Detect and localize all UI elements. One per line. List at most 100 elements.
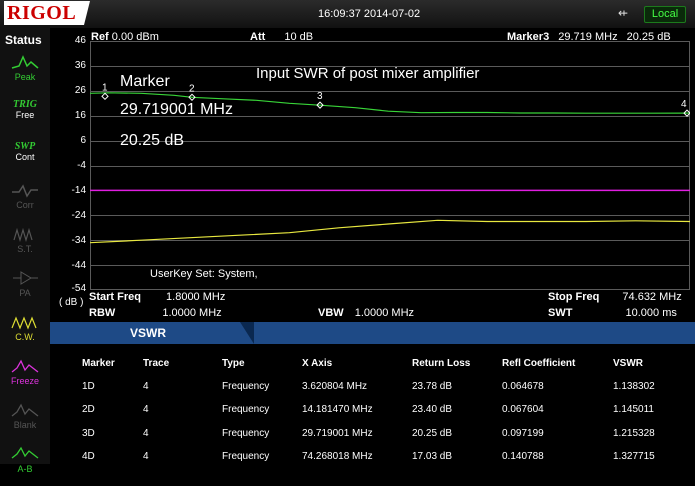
freeze-icon: [2, 358, 48, 376]
cell-type: Frequency: [222, 404, 270, 415]
rbw-label: RBW: [89, 307, 116, 319]
att-label: Att: [250, 31, 266, 43]
cell-refl-coefficient: 0.140788: [502, 451, 544, 462]
y-tick: 6: [80, 135, 86, 146]
sidebar-item-label: Corr: [16, 200, 34, 210]
ref-label: Ref: [91, 31, 109, 43]
sidebar-item-ab[interactable]: A-B: [2, 442, 48, 486]
rigol-logo: RIGOL: [4, 1, 90, 25]
sidebar-item-pa[interactable]: PA: [2, 266, 48, 310]
y-tick: -54: [71, 283, 86, 294]
marker-number: 4: [681, 99, 687, 110]
y-tick: -34: [71, 235, 86, 246]
col-header-vswr: VSWR: [613, 358, 643, 369]
marker-point: [316, 101, 324, 109]
cell-marker: 3D: [82, 428, 95, 439]
marker-number: 3: [317, 91, 323, 102]
stop-freq-value: 74.632 MHz: [622, 291, 682, 303]
plot-border: [90, 41, 690, 290]
rbw-readout[interactable]: RBW 1.0000 MHz: [89, 307, 222, 319]
sidebar-item-blank[interactable]: Blank: [2, 398, 48, 442]
swt-readout[interactable]: SWT 10.000 ms: [548, 307, 677, 319]
col-header-return-loss: Return Loss: [412, 358, 471, 369]
sidebar-item-peak[interactable]: Peak: [2, 50, 48, 94]
sidebar-item-label: Freeze: [10, 376, 39, 386]
cell-trace: 4: [143, 404, 149, 415]
sidebar-item-label: Peak: [14, 72, 36, 82]
col-header-type: Type: [222, 358, 245, 369]
status-title: Status: [5, 33, 42, 47]
marker-label: Marker3: [507, 31, 550, 43]
cell-xaxis: 74.268018 MHz: [302, 451, 373, 462]
y-tick: -4: [77, 160, 86, 171]
cell-trace: 4: [143, 451, 149, 462]
sidebar-item-st[interactable]: S.T.: [2, 222, 48, 266]
marker-number: 2: [189, 83, 195, 94]
cell-vswr: 1.327715: [613, 451, 655, 462]
sidebar-item-cw[interactable]: C.W.: [2, 310, 48, 354]
col-header-marker: Marker: [82, 358, 115, 369]
ref-value: 0.00 dBm: [111, 31, 159, 43]
overlay-marker-level: 20.25 dB: [120, 132, 185, 149]
cell-marker: 1D: [82, 381, 95, 392]
y-tick: -14: [71, 185, 86, 196]
local-badge[interactable]: Local: [644, 6, 686, 23]
sidebar-item-trig[interactable]: TRIG Free: [2, 94, 48, 138]
sidebar-item-freeze[interactable]: Freeze: [2, 354, 48, 398]
vswr-title: VSWR: [130, 326, 166, 340]
datetime: 16:09:37 2014-07-02: [318, 8, 421, 20]
vswr-panel-header: VSWR: [50, 322, 695, 344]
cell-return-loss: 20.25 dB: [412, 428, 453, 439]
marker-readout: Marker3 29.719 MHz 20.25 dB: [507, 31, 671, 43]
ref-readout[interactable]: Ref 0.00 dBm: [91, 31, 159, 43]
cell-type: Frequency: [222, 428, 270, 439]
marker-number: 1: [102, 82, 108, 93]
marker-point: [188, 93, 196, 101]
cell-return-loss: 23.40 dB: [412, 404, 453, 415]
sidebar-item-swp[interactable]: SWP Cont: [2, 136, 48, 180]
y-tick: 46: [74, 35, 86, 46]
y-unit: ( dB ): [59, 297, 84, 308]
cell-trace: 4: [143, 428, 149, 439]
att-readout[interactable]: Att 10 dB: [250, 31, 313, 43]
vbw-readout[interactable]: VBW 1.0000 MHz: [318, 307, 414, 319]
cell-type: Frequency: [222, 381, 270, 392]
cell-type: Frequency: [222, 451, 270, 462]
marker-freq: 29.719 MHz: [558, 31, 618, 43]
peak-icon: [2, 54, 48, 72]
swp-text: SWP: [14, 141, 36, 152]
cw-icon: [2, 314, 48, 332]
cell-xaxis: 14.181470 MHz: [302, 404, 373, 415]
start-freq-readout[interactable]: Start Freq 1.8000 MHz: [89, 291, 225, 303]
stop-freq-label: Stop Freq: [548, 291, 600, 303]
swt-value: 10.000 ms: [625, 307, 677, 319]
st-icon: [2, 226, 48, 244]
y-tick: 16: [74, 110, 86, 121]
sidebar-item-label: C.W.: [15, 332, 35, 342]
brand-text: RIGOL: [7, 2, 77, 24]
corr-icon: [2, 182, 48, 200]
y-tick: -24: [71, 210, 86, 221]
att-value: 10 dB: [284, 31, 314, 43]
usb-icon: ⇷: [618, 6, 629, 20]
vbw-label: VBW: [318, 307, 344, 319]
marker-level: 20.25 dB: [626, 31, 671, 43]
marker-point: [101, 92, 109, 101]
blank-icon: [2, 402, 48, 420]
spectrum-plot: 1 2 3 4: [90, 41, 690, 290]
rbw-value: 1.0000 MHz: [162, 307, 222, 319]
cell-marker: 4D: [82, 451, 95, 462]
sidebar-item-sub: Cont: [15, 152, 35, 162]
col-header-xaxis: X Axis: [302, 358, 333, 369]
cell-xaxis: 3.620804 MHz: [302, 381, 368, 392]
sidebar-item-label: S.T.: [17, 244, 33, 254]
cell-xaxis: 29.719001 MHz: [302, 428, 373, 439]
y-tick: 36: [74, 60, 86, 71]
sidebar-item-corr[interactable]: Corr: [2, 178, 48, 222]
cell-return-loss: 23.78 dB: [412, 381, 453, 392]
vbw-value: 1.0000 MHz: [354, 307, 415, 319]
stop-freq-readout[interactable]: Stop Freq 74.632 MHz: [548, 291, 682, 303]
cell-refl-coefficient: 0.064678: [502, 381, 544, 392]
trig-text: TRIG: [13, 99, 37, 110]
trace-return-loss: [90, 92, 690, 114]
